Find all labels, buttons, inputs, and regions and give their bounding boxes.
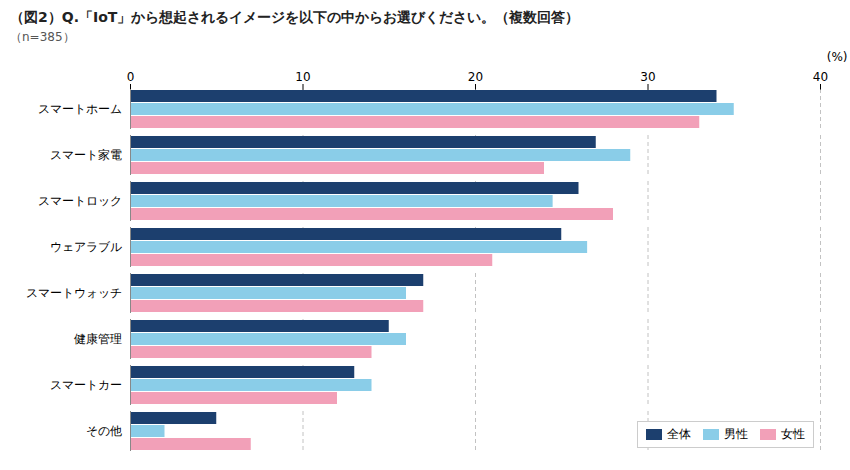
svg-text:スマートホーム: スマートホーム [38, 102, 122, 116]
svg-text:10: 10 [295, 70, 310, 84]
svg-text:(%): (%) [827, 50, 848, 64]
svg-text:スマートカー: スマートカー [50, 378, 122, 392]
svg-text:0: 0 [127, 70, 135, 84]
svg-text:健康管理: 健康管理 [74, 332, 122, 346]
svg-text:ウェアラブル: ウェアラブル [50, 240, 122, 254]
svg-text:40: 40 [813, 70, 828, 84]
html-text:男性: 男性 [724, 427, 748, 441]
svg-text:20: 20 [468, 70, 483, 84]
html-text:（図2）Q.「IoT」から想起されるイメージを以下の中からお: （図2）Q.「IoT」から想起されるイメージを以下の中からお選びください。（複数… [10, 9, 580, 25]
svg-text:スマート家電: スマート家電 [50, 148, 122, 162]
svg-text:スマートウォッチ: スマートウォッチ [26, 286, 122, 300]
html-text:（n=385）: （n=385） [10, 30, 75, 44]
svg-text:スマートロック: スマートロック [38, 194, 122, 208]
html-text:全体: 全体 [667, 427, 691, 441]
html-text:女性: 女性 [781, 427, 805, 441]
svg-text:その他: その他 [86, 424, 122, 438]
svg-text:30: 30 [640, 70, 655, 84]
